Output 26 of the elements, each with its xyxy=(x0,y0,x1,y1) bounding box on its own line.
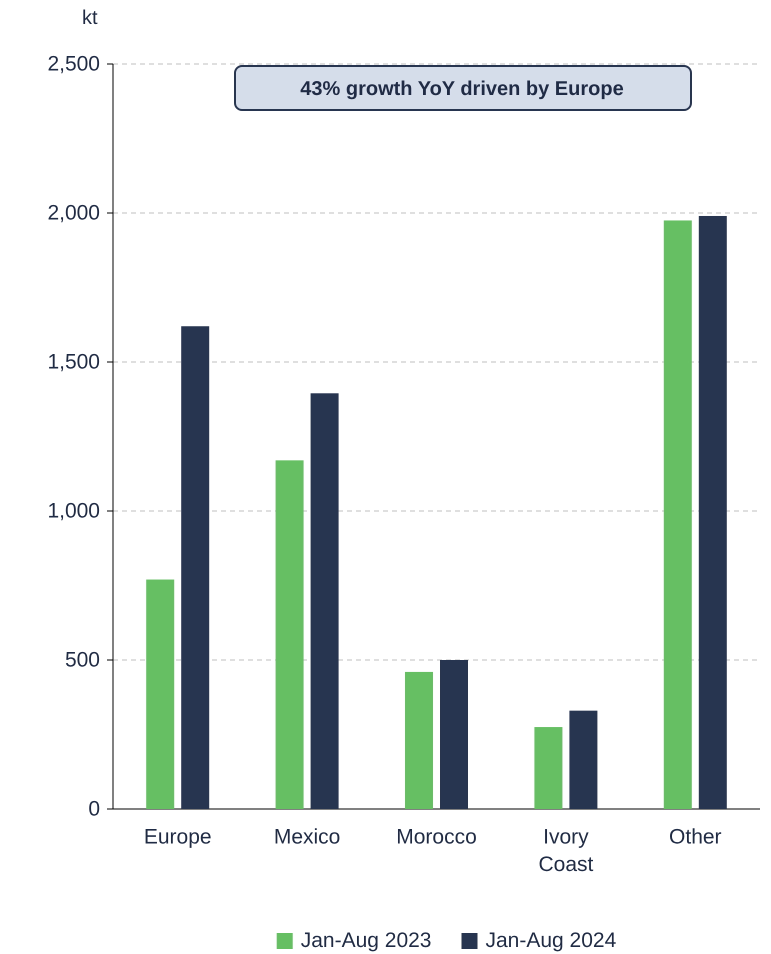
x-tick-label: Morocco xyxy=(396,826,477,848)
callout-box: 43% growth YoY driven by Europe xyxy=(234,65,692,111)
bar xyxy=(440,660,468,809)
x-tick-label: Mexico xyxy=(274,826,340,848)
annotation: 43% growth YoY driven by Europe xyxy=(300,78,624,100)
legend-label: Jan-Aug 2024 xyxy=(486,929,617,952)
bar xyxy=(569,710,598,809)
y-tick-label: 0 xyxy=(88,798,100,821)
y-tick-label: 2,000 xyxy=(47,202,100,225)
x-tick-label: Other xyxy=(669,826,722,848)
bar xyxy=(146,580,174,809)
y-axis-title: kt xyxy=(82,7,98,29)
y-tick-label: 2,500 xyxy=(47,52,100,76)
bar xyxy=(276,460,304,809)
bar xyxy=(664,220,692,809)
y-tick-label: 1,500 xyxy=(47,350,100,374)
bar xyxy=(534,727,562,809)
bar xyxy=(181,326,210,809)
x-tick-label: Ivory Coast xyxy=(538,826,594,876)
bar xyxy=(310,393,339,809)
bar xyxy=(405,672,433,809)
y-tick-label: 500 xyxy=(64,648,100,672)
bar xyxy=(698,216,727,809)
y-tick-label: 1,000 xyxy=(47,500,100,523)
x-tick-label: Europe xyxy=(144,826,212,848)
legend-label: Jan-Aug 2023 xyxy=(300,929,432,952)
